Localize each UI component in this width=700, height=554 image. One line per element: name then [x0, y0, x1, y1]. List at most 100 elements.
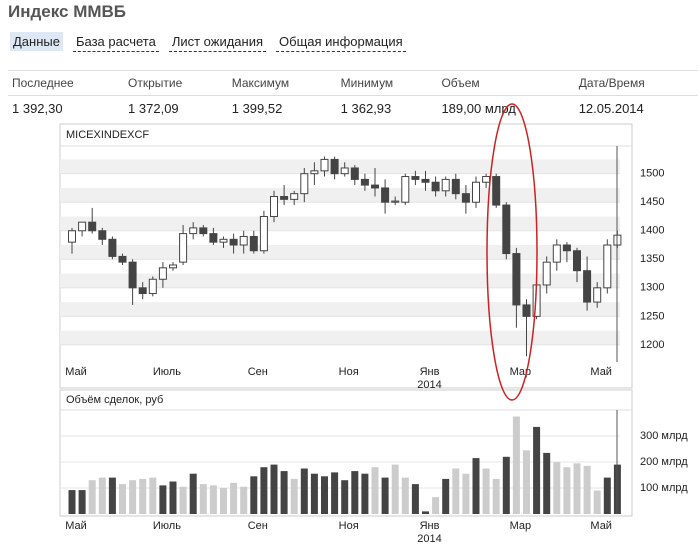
volume-bar	[108, 477, 116, 514]
candle-body	[583, 270, 592, 303]
col-header: Дата/Время	[574, 70, 698, 96]
x-tick-label: Ноя	[339, 520, 359, 532]
candle-body	[290, 193, 299, 200]
candle-body	[502, 204, 511, 255]
y-tick-label: 1500	[640, 168, 664, 180]
x-tick-label: Сен	[248, 366, 268, 378]
volume-bar	[240, 486, 248, 514]
tabs: Данные База расчета Лист ожидания Общая инф…	[10, 32, 416, 52]
volume-bar	[492, 478, 500, 514]
candle-body	[209, 233, 218, 243]
volume-bar	[563, 467, 571, 514]
volume-bar	[533, 426, 541, 514]
y-tick-label: 1200	[640, 339, 664, 351]
candle-body	[451, 178, 460, 195]
candle-body	[593, 287, 602, 303]
y-tick-label: 100 млрд	[640, 482, 688, 494]
volume-bar	[583, 465, 591, 514]
volume-bar	[603, 477, 611, 514]
tab[interactable]: Данные	[10, 32, 63, 51]
volume-bar	[452, 468, 460, 514]
col-header: Максимум	[227, 70, 337, 96]
volume-bar	[98, 477, 106, 514]
volume-bar	[280, 471, 288, 514]
band	[60, 159, 620, 174]
chart-title: MICEXINDEXCF	[66, 129, 149, 141]
candle-body	[381, 187, 390, 203]
volume-bar	[250, 476, 258, 514]
volume-bar	[341, 480, 349, 514]
tab[interactable]: Лист ожидания	[168, 32, 267, 52]
volume-bar	[442, 478, 450, 514]
volume-bar	[331, 472, 339, 514]
candle-body	[169, 264, 177, 269]
tab[interactable]: Общая информация	[276, 32, 406, 52]
candle-body	[472, 181, 480, 203]
x-tick-label-line: 2014	[417, 379, 441, 391]
candle-body	[421, 178, 430, 183]
volume-bar	[391, 464, 399, 514]
y-tick-label: 1300	[640, 282, 664, 294]
cell: 1 362,93	[340, 101, 392, 116]
band	[60, 273, 620, 288]
y-tick-label: 200 млрд	[640, 456, 688, 468]
candle-body	[492, 176, 501, 206]
candle-body	[98, 230, 107, 240]
volume-bar	[512, 416, 520, 514]
volume-bar	[401, 477, 409, 514]
candle-body	[158, 267, 167, 280]
x-tick-label: Май	[65, 366, 87, 378]
candle-body	[573, 250, 581, 272]
candle-body	[229, 238, 238, 246]
cell: 189,00 млрд	[441, 101, 516, 116]
volume-bar	[422, 511, 429, 514]
candle-body	[300, 173, 309, 195]
candle-body	[249, 235, 258, 252]
candle-body	[189, 227, 198, 235]
x-tick-label: Июль	[153, 520, 181, 532]
candle-body	[340, 167, 349, 175]
volume-bar	[310, 473, 318, 514]
x-tick-label: Июль	[153, 366, 181, 378]
x-tick-label-line: Янв	[420, 366, 440, 378]
candle-body	[330, 158, 339, 175]
candle-body	[128, 261, 137, 289]
volume-bar	[220, 488, 227, 514]
volume-bar	[432, 497, 440, 514]
cell: 12.05.2014	[578, 101, 644, 116]
band	[60, 216, 620, 231]
volume-frame	[59, 389, 633, 517]
candle-body	[270, 196, 278, 217]
volume-bar	[482, 468, 490, 514]
y-tick-label: 1450	[640, 196, 664, 208]
volume-bar	[260, 467, 268, 514]
volume-bar	[523, 450, 530, 514]
candle-body	[552, 244, 561, 263]
candle-body	[78, 221, 87, 232]
col-header: Открытие	[124, 70, 228, 96]
volume-bar	[361, 473, 369, 514]
volume-bar	[411, 484, 419, 514]
volume-bar	[179, 486, 187, 514]
volume-bar	[119, 484, 126, 514]
candle-body	[350, 167, 359, 180]
highlight-ellipse	[486, 103, 538, 401]
candle-body	[148, 278, 157, 295]
tab[interactable]: База расчета	[72, 32, 159, 52]
volume-bar	[209, 485, 217, 514]
y-tick-label: 300 млрд	[640, 430, 688, 442]
x-tick-label: Мар	[510, 520, 532, 532]
volume-bar	[68, 490, 76, 514]
volume-bar	[462, 473, 470, 514]
volume-bar	[78, 490, 86, 514]
candle-body	[512, 253, 521, 306]
candle-body	[108, 238, 117, 257]
candle-body	[259, 215, 268, 252]
chart-title: Объём сделок, руб	[66, 394, 163, 406]
candle-body	[118, 255, 127, 263]
volume-bar	[199, 484, 207, 514]
band	[60, 302, 620, 317]
volume-bar	[169, 481, 177, 514]
candle-body	[441, 178, 450, 192]
